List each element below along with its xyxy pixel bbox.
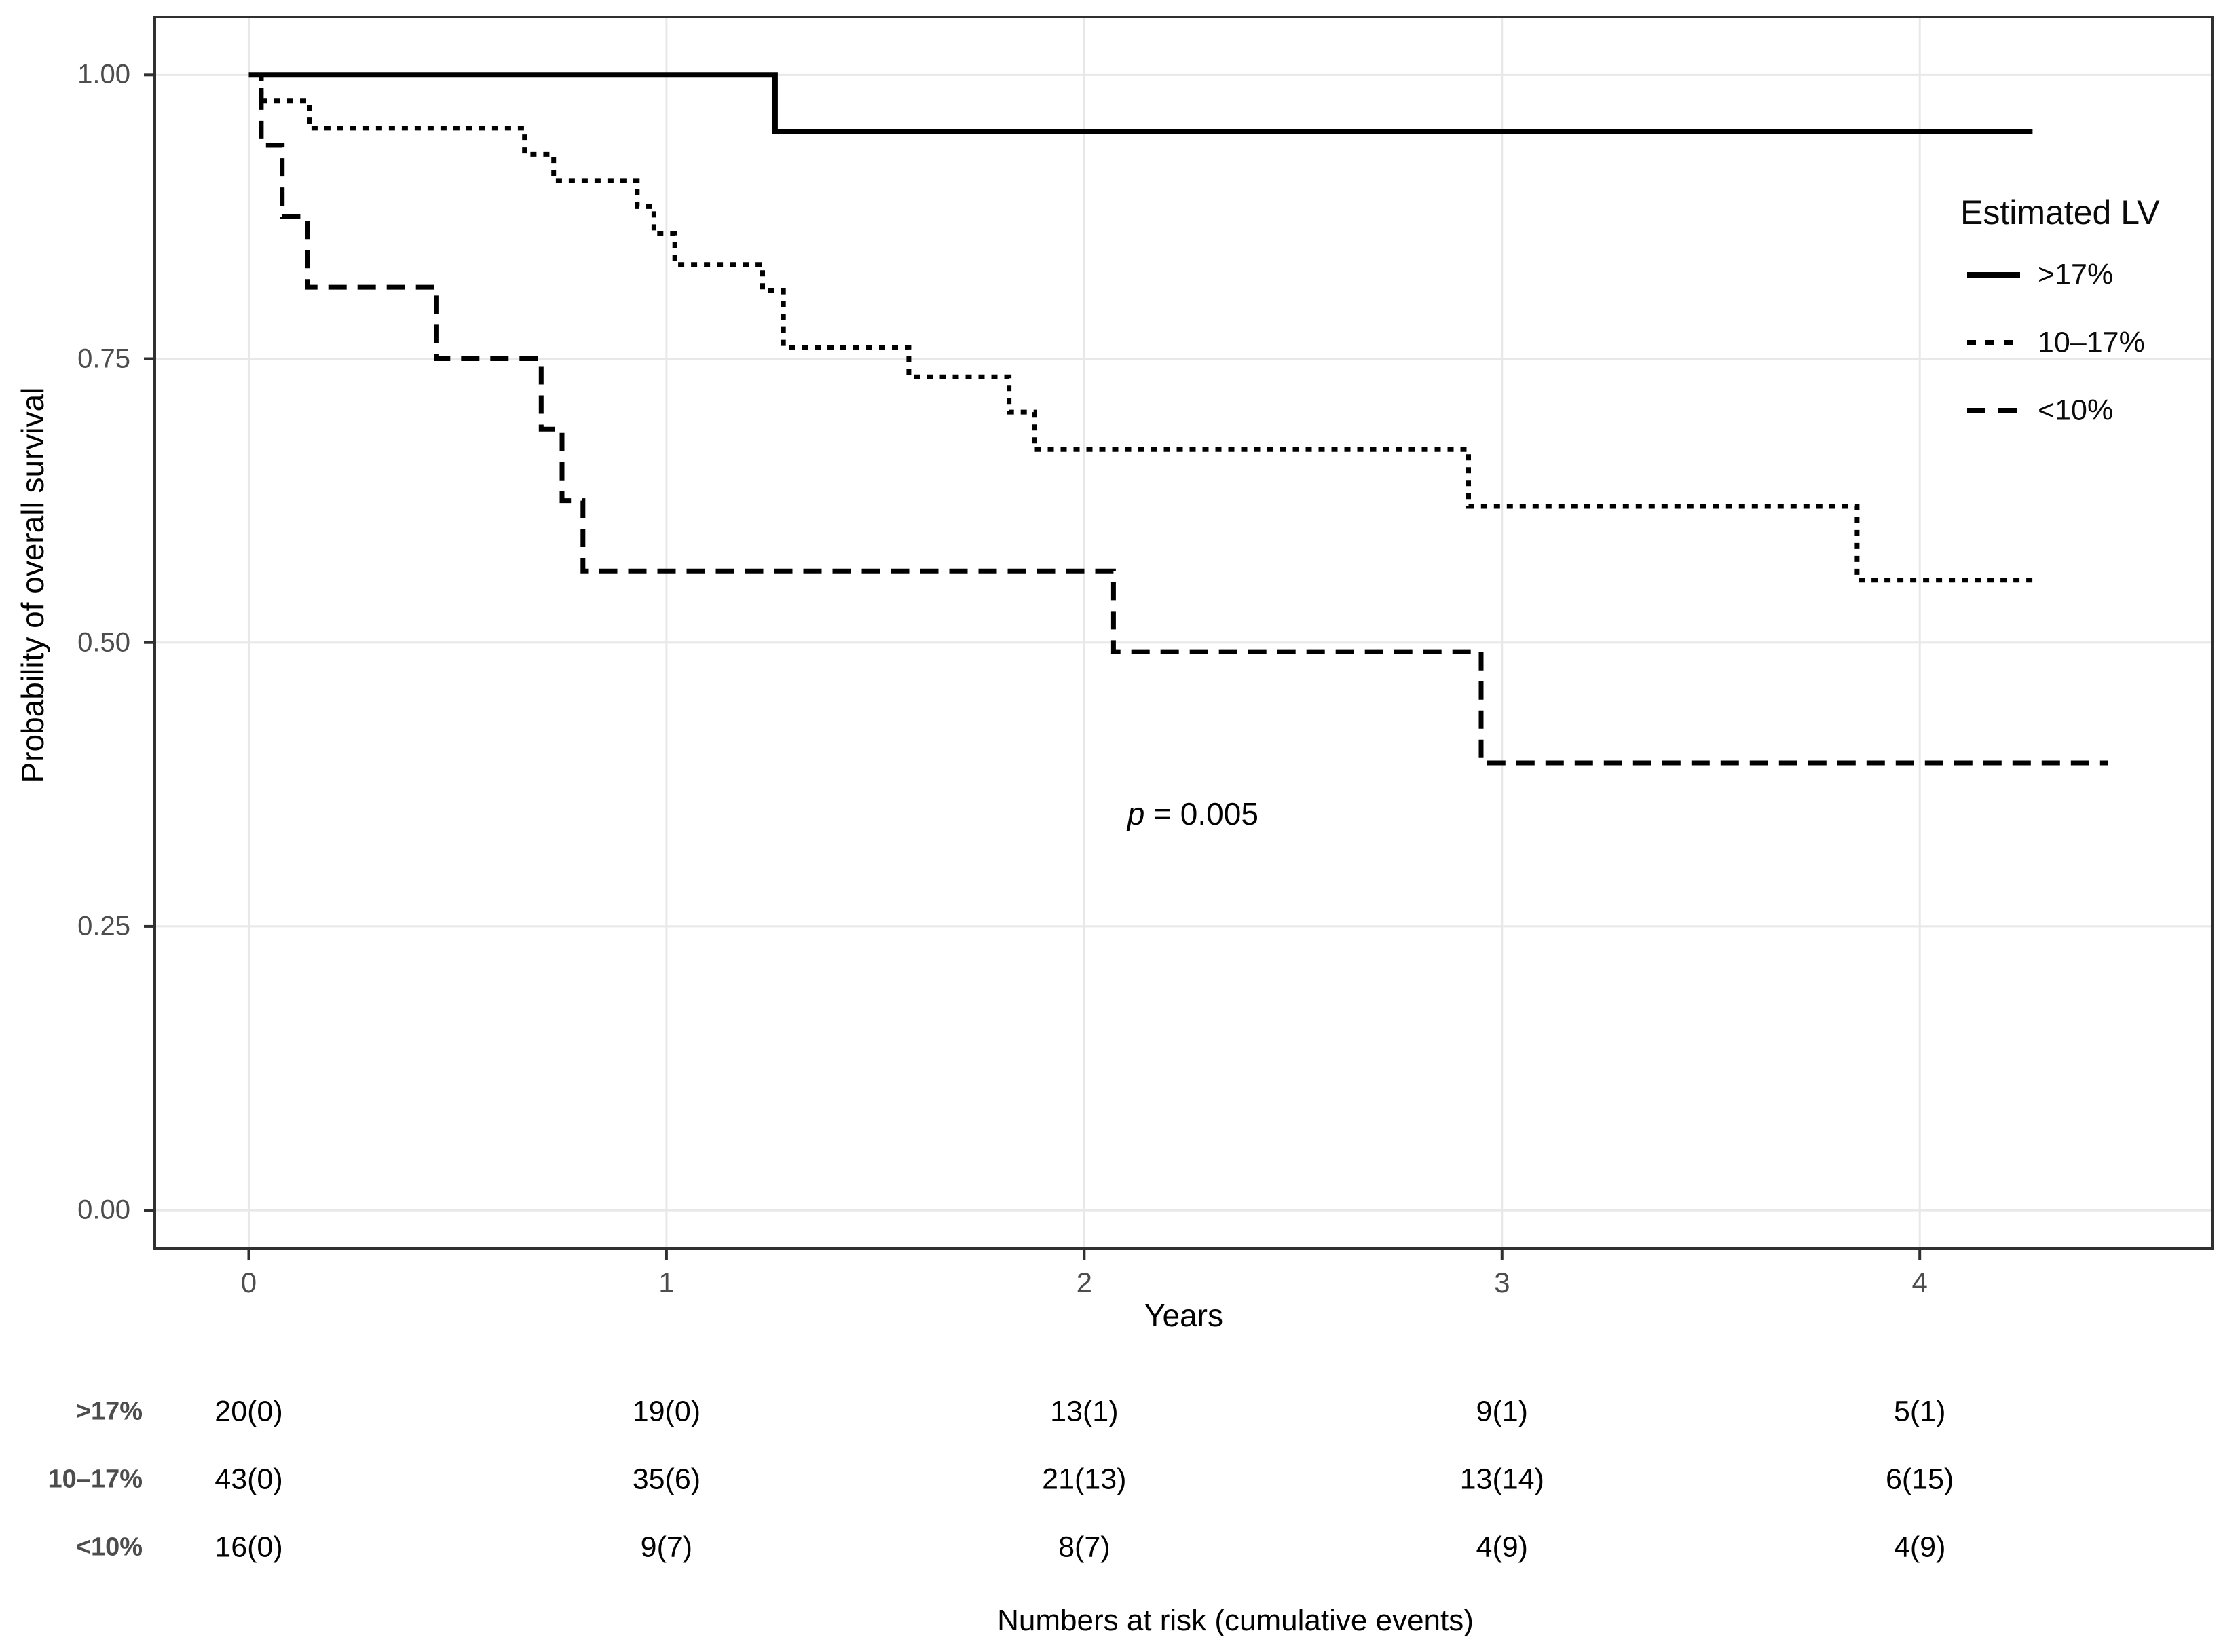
risk-row-label: 10–17% <box>48 1465 143 1494</box>
risk-value: 6(15) <box>1885 1463 1954 1496</box>
risk-value: 5(1) <box>1893 1395 1946 1428</box>
x-tick-label: 1 <box>658 1266 675 1298</box>
legend-key-dashed-line <box>1967 408 2020 413</box>
legend-item-label: <10% <box>2038 394 2114 427</box>
x-tick-label: 3 <box>1494 1266 1510 1298</box>
risk-row-label: <10% <box>75 1533 143 1562</box>
risk-value: 43(0) <box>214 1463 283 1496</box>
risk-value: 8(7) <box>1058 1531 1110 1564</box>
risk-row-label: >17% <box>75 1397 143 1426</box>
risk-value: 4(9) <box>1476 1531 1528 1564</box>
risk-value: 9(7) <box>640 1531 693 1564</box>
legend-key-solid-line <box>1967 272 2020 278</box>
p-value-text: = 0.005 <box>1144 796 1258 832</box>
y-tick-label: 0.50 <box>77 627 130 658</box>
risk-value: 13(14) <box>1459 1463 1544 1496</box>
y-tick-label: 1.00 <box>77 59 130 90</box>
risk-table-caption: Numbers at risk (cumulative events) <box>997 1604 1474 1637</box>
km-curve-dotted <box>248 72 2033 583</box>
risk-value: 4(9) <box>1893 1531 1946 1564</box>
risk-value: 13(1) <box>1050 1395 1119 1428</box>
legend-key-dotted-line <box>1967 340 2020 345</box>
legend-title: Estimated LV <box>1960 193 2160 231</box>
x-tick-label: 4 <box>1911 1266 1928 1298</box>
x-tick-label: 0 <box>240 1266 257 1298</box>
x-tick-label: 2 <box>1076 1266 1093 1298</box>
risk-value: 35(6) <box>632 1463 701 1496</box>
legend-item-label: >17% <box>2038 258 2114 291</box>
legend-item-label: 10–17% <box>2038 326 2145 359</box>
risk-value: 20(0) <box>214 1395 283 1428</box>
y-tick-label: 0.25 <box>77 911 130 941</box>
y-axis-title: Probability of overall survival <box>15 387 50 783</box>
x-axis-title: Years <box>1144 1298 1223 1333</box>
risk-value: 21(13) <box>1042 1463 1127 1496</box>
panel-border <box>153 16 2214 1250</box>
risk-value: 19(0) <box>632 1395 701 1428</box>
km-curve-solid <box>248 72 2033 134</box>
risk-value: 9(1) <box>1476 1395 1528 1428</box>
km-curve-dashed <box>248 72 2108 766</box>
p-value-annotation: p = 0.005 <box>1127 795 1258 832</box>
y-tick-label: 0.00 <box>77 1195 130 1225</box>
y-tick-label: 0.75 <box>77 343 130 374</box>
p-symbol: p <box>1127 796 1145 832</box>
risk-value: 16(0) <box>214 1531 283 1564</box>
